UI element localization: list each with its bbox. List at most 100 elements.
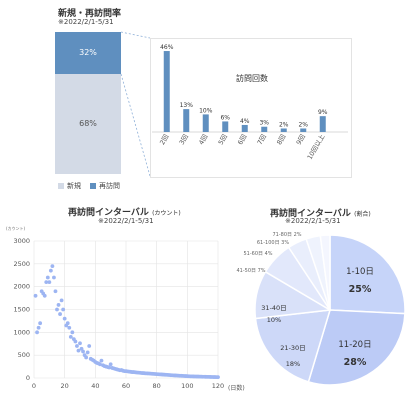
scatter-point [58,312,62,316]
scatter-xtick-label: 0 [32,382,36,390]
visits-bar [163,51,170,132]
scatter-point [44,280,49,284]
pie-data-label: 25% [349,284,372,295]
stack-bar-new [55,74,121,174]
stack-date: ※2022/2/1-5/31 [58,18,114,26]
scatter-point [81,349,85,354]
scatter-point [75,344,79,348]
pie-data-label: 18% [286,360,300,368]
pie-data-label: 10% [267,316,281,324]
interval-title-text: 再訪問インターバル [68,208,149,218]
scatter-point [55,307,59,312]
scatter-point [61,307,66,312]
pie-slice [307,309,406,386]
pie-slice [329,234,406,315]
scatter-point [53,289,58,294]
ratio-title-note: (割合) [354,211,371,218]
stack-bar-return [55,32,121,74]
scatter-point [87,344,92,348]
scatter-point [62,316,67,321]
pie-category-label: 31-40日 [261,304,286,312]
visits-data-label: 10% [199,107,213,114]
pie-category-label: 1-10日 [346,267,374,277]
scatter-point [108,362,113,367]
visits-data-label: 9% [318,109,328,116]
pie-category-label: 41-50日 7% [236,268,265,274]
scatter-point [50,264,55,269]
stack-title: 新規・再訪問率 [58,9,122,19]
visits-bar [300,128,307,132]
scatter-xtick-label: 80 [153,382,161,390]
scatter-point [36,325,41,330]
scatter-point [33,293,38,298]
scatter-point [38,321,43,326]
visits-panel [150,38,352,178]
scatter-point [59,298,64,303]
ratio-date: ※2022/2/1-5/31 [285,217,341,225]
stack-label-new: 68% [79,119,97,128]
pie-category-label: 61-100日 3% [257,240,289,246]
pie-slice [319,234,331,311]
scatter-xtick-label: 100 [181,382,193,390]
scatter-point [65,321,70,326]
ratio-title: 再訪問インターバル (割合) [270,206,371,219]
visits-data-label: 13% [180,102,194,109]
scatter-y-unit: (カウント) [6,226,26,231]
scatter-point [78,341,82,346]
visits-bar [319,116,326,132]
scatter-point [84,355,89,360]
scatter-ytick-label: 0 [26,374,30,382]
visits-data-label: 3% [259,120,269,127]
legend-new-label: 新規 [67,182,81,190]
visits-bar [280,128,287,132]
legend-return-swatch [90,183,96,189]
scatter-point [52,275,56,280]
scatter-point [68,335,73,339]
ratio-title-text: 再訪問インターバル [270,209,351,219]
visits-chart: 46%2回13%3回10%4回6%5回4%6回3%7回2%8回2%9回9%10回… [152,44,348,161]
visits-data-label: 46% [160,44,174,51]
stack-label-return: 32% [79,48,97,57]
stack-legend: 新規 再訪問 [58,181,120,191]
scatter-point [45,275,50,280]
interval-title: 再訪問インターバル (カウント) [68,205,181,218]
pie-data-label: 28% [344,357,367,368]
visits-data-label: 2% [279,121,289,128]
scatter-point [73,339,78,344]
scatter-point [85,350,90,355]
scatter-ytick-label: 3000 [13,237,30,245]
scatter-point [35,330,39,335]
scatter-point [99,358,104,363]
visits-data-label: 4% [240,118,250,125]
scatter-ytick-label: 2500 [13,260,30,268]
pie-category-label: 11-20日 [338,340,371,350]
scatter-xtick-label: 120 [212,382,224,390]
scatter-xtick-label: 20 [61,382,69,390]
visits-bar [261,126,268,132]
scatter-point [56,303,61,307]
scatter-point [67,325,72,330]
visits-data-label: 2% [298,121,308,128]
visits-bar [202,114,209,132]
interval-date: ※2022/2/1-5/31 [98,217,154,225]
pie-category-label: 51-60日 4% [243,251,272,257]
scatter-x-unit: (日数) [228,385,245,392]
scatter-ytick-label: 1000 [13,328,30,336]
visits-bar [183,109,190,132]
scatter-point [76,348,81,353]
interval-title-note: (カウント) [152,210,181,217]
scatter-point [70,330,75,335]
scatter-ytick-label: 500 [18,351,30,359]
scatter-point [48,268,53,273]
pie-slice [254,309,332,383]
connector-lines [120,31,151,177]
visits-bar [222,121,229,132]
legend-return-label: 再訪問 [99,182,120,190]
scatter-ytick-label: 2000 [13,283,30,291]
pie-category-label: 21-30日 [280,344,305,352]
pie-category-label: 71-80日 2% [272,232,301,238]
scatter-point [107,365,112,370]
scatter-ytick-label: 1500 [13,306,30,314]
